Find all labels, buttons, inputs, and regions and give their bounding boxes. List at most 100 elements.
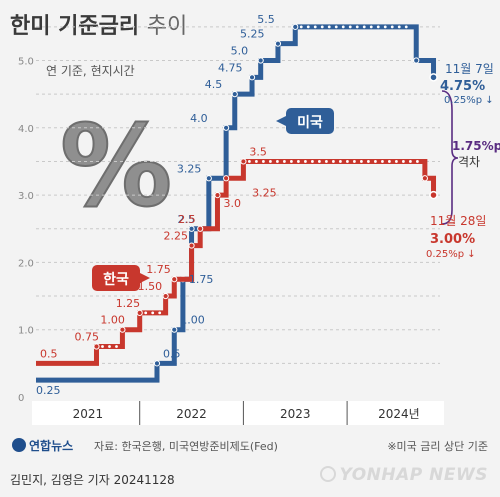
footer-source: 자료: 한국은행, 미국연방준비제도(Fed)	[94, 440, 278, 453]
plateau-dot	[327, 25, 331, 29]
step-point	[93, 343, 100, 350]
plateau-dot	[332, 160, 335, 163]
y-tick-label: 3.0	[18, 191, 34, 202]
plateau-dot	[269, 160, 272, 163]
plateau-dot	[390, 25, 394, 29]
plateau-dot	[325, 160, 328, 163]
footer-note: ※미국 금리 상단 기준	[387, 440, 488, 453]
kr-name-label: 한국	[103, 272, 129, 288]
step-point	[153, 360, 161, 367]
watermark: YONHAP NEWS	[319, 465, 488, 485]
kr-date-label: 11월 28일	[430, 214, 486, 228]
plateau-dot	[339, 160, 342, 163]
plateau-dot	[318, 160, 321, 163]
us-latest-point	[429, 73, 438, 82]
step-point	[248, 74, 256, 81]
x-tick-label: 2022	[176, 407, 207, 421]
us-value-label: 2.5	[178, 213, 196, 226]
plateau-dot	[290, 160, 293, 163]
plateau-dot	[367, 160, 370, 163]
plateau-dot	[409, 160, 412, 163]
plateau-dot	[304, 160, 307, 163]
plateau-dot	[360, 160, 363, 163]
kr-value-label: 2.5	[178, 213, 196, 226]
plateau-dot	[402, 160, 405, 163]
plateau-dot	[388, 160, 391, 163]
watermark-icon	[319, 466, 336, 482]
us-name-label: 미국	[297, 115, 323, 131]
step-point	[274, 40, 282, 47]
footer-logo-text: 연합뉴스	[29, 439, 74, 453]
us-name-tag	[286, 108, 334, 134]
plateau-dot	[297, 160, 300, 163]
step-point	[257, 57, 264, 64]
kr-value-label: 3.25	[252, 186, 277, 199]
y-tick-label: 4.0	[18, 124, 34, 135]
step-point	[231, 91, 238, 98]
plateau-dot	[158, 311, 162, 315]
kr-name-tag	[92, 265, 140, 291]
us-name-tag-pointer	[276, 116, 286, 126]
plateau-dot	[313, 25, 317, 29]
plateau-dot	[334, 25, 338, 29]
plateau-dot	[369, 25, 373, 29]
kr-final-value: 3.00%	[430, 232, 475, 247]
kr-value-label: 1.00	[100, 314, 125, 327]
plateau-dot	[383, 25, 387, 29]
gap-label: 격차	[458, 155, 480, 169]
gap-brace	[441, 90, 459, 225]
plateau-dot	[262, 160, 265, 163]
plateau-dot	[144, 311, 148, 315]
kr-value-label: 1.25	[116, 297, 141, 310]
us-value-label: 0.25	[36, 384, 61, 397]
step-point	[214, 192, 221, 199]
kr-name-tag-pointer	[140, 273, 150, 283]
us-value-label: 4.75	[218, 61, 243, 74]
byline: 김민지, 김영은 기자 20241128	[10, 473, 175, 487]
y-tick-label: 2.0	[18, 258, 34, 269]
us-value-label: 5.0	[231, 45, 249, 58]
kr-value-label: 2.25	[164, 230, 189, 243]
plateau-dot	[283, 160, 286, 163]
yonhap-logo-icon	[12, 438, 26, 452]
step-point	[421, 175, 428, 182]
plateau-dot	[115, 345, 118, 348]
step-point	[188, 242, 195, 249]
y-tick-label: 0	[18, 393, 24, 404]
plateau-dot	[381, 160, 384, 163]
kr-value-label: 1.50	[138, 280, 163, 293]
step-point	[171, 326, 178, 333]
step-point	[119, 326, 126, 333]
plateau-dot	[362, 25, 366, 29]
yonhap-logo: 연합뉴스	[12, 437, 73, 454]
step-point	[136, 309, 143, 316]
us-value-label: 5.25	[240, 28, 264, 41]
gap-value: 1.75%p	[452, 139, 500, 153]
plateau-dot	[355, 25, 359, 29]
chart-subtitle: 연 기준, 현지시간	[46, 64, 135, 78]
plateau-dot	[395, 160, 398, 163]
kr-value-label: 0.75	[74, 331, 99, 344]
kr-latest-point	[429, 190, 438, 200]
step-point	[197, 225, 204, 232]
plateau-dot	[276, 160, 279, 163]
step-point	[223, 124, 230, 131]
plateau-dot	[416, 160, 419, 163]
step-point	[188, 225, 195, 232]
us-value-label: 1.00	[180, 314, 205, 327]
kr-value-label: 1.75	[146, 263, 171, 276]
us-value-label: 3.25	[177, 162, 202, 175]
plateau-dot	[341, 25, 345, 29]
x-axis-band	[32, 401, 444, 425]
step-point	[240, 158, 247, 165]
plateau-dot	[306, 25, 310, 29]
plateau-dot	[311, 160, 314, 163]
us-value-label: 1.75	[189, 273, 214, 286]
us-final-value: 4.75%	[440, 79, 485, 94]
x-tick-label: 2023	[280, 407, 311, 421]
plateau-dot	[353, 160, 356, 163]
plateau-dot	[320, 25, 324, 29]
plateau-dot	[299, 25, 303, 29]
y-tick-label: 5.0	[18, 57, 34, 68]
us-value-label: 5.5	[257, 13, 275, 26]
